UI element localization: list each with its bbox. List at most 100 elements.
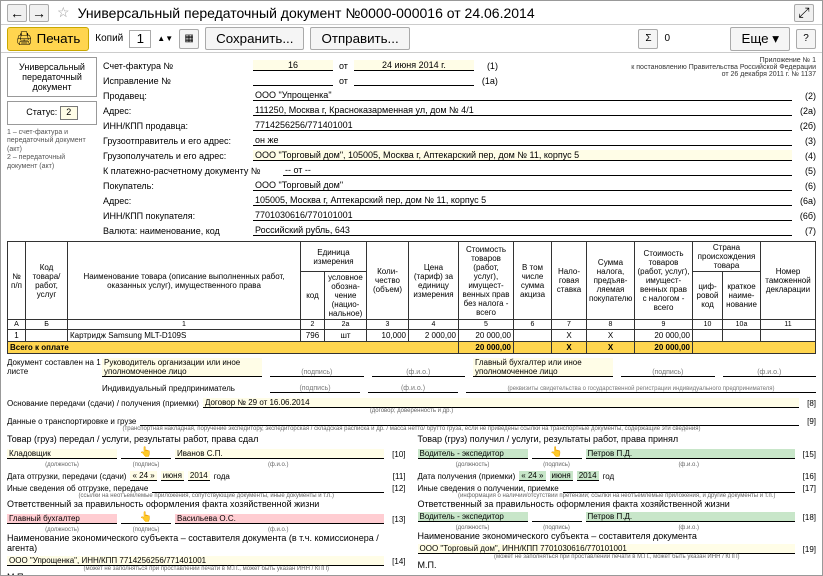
invoice-date[interactable]: 24 июня 2014 г. bbox=[354, 60, 474, 71]
back-button[interactable]: ← bbox=[7, 4, 27, 22]
baddr-label: Адрес: bbox=[103, 196, 253, 206]
th-rate: Нало-говая ставка bbox=[552, 242, 587, 320]
addr-value[interactable]: 111250, Москва г, Красноказарменная ул, … bbox=[253, 105, 792, 116]
mp-right: М.П. bbox=[418, 560, 817, 570]
addr-label: Адрес: bbox=[103, 106, 253, 116]
head-fio[interactable]: (ф.и.о.) bbox=[372, 363, 466, 377]
received-role[interactable]: Водитель - экспедитор bbox=[418, 449, 528, 459]
doc-sheets: Документ составлен на 1 листе bbox=[7, 358, 102, 395]
inn-value[interactable]: 7714256256/771401001 bbox=[253, 120, 792, 131]
consignee-label: Грузополучатель и его адрес: bbox=[103, 151, 253, 161]
paydoc-value[interactable]: -- от -- bbox=[283, 165, 792, 176]
total-row: Всего к оплате 20 000,00X X20 000,00 bbox=[8, 342, 816, 354]
binn-value[interactable]: 7701030616/770101001 bbox=[253, 210, 792, 221]
received-label: Товар (груз) получил / услуги, результат… bbox=[418, 434, 817, 444]
cursor-icon: 👆 bbox=[140, 447, 152, 458]
print-button[interactable]: 🖨 Печать bbox=[7, 27, 89, 51]
basis-label: Основание передачи (сдачи) / получения (… bbox=[7, 399, 199, 408]
th-code: Код товара/ работ, услуг bbox=[26, 242, 68, 320]
th-sumtax: Стоимость товаров (работ, услуг), имущес… bbox=[635, 242, 693, 320]
passed-sign[interactable]: 👆 bbox=[121, 447, 171, 459]
status-legend: 1 – счет-фактура и передаточный документ… bbox=[7, 129, 97, 171]
table-row[interactable]: 1Картридж Samsung MLT-D109S 796шт10,000 … bbox=[8, 330, 816, 342]
titlebar: ← → ☆ Универсальный передаточный докумен… bbox=[1, 1, 822, 25]
items-table: № п/п Код товара/ работ, услуг Наименова… bbox=[7, 241, 816, 354]
seller-label: Продавец: bbox=[103, 91, 253, 101]
th-decl: Номер таможенной декларации bbox=[761, 242, 816, 320]
window: ← → ☆ Универсальный передаточный докумен… bbox=[0, 0, 823, 576]
seller-value[interactable]: ООО "Упрощенка" bbox=[253, 90, 792, 101]
baddr-value[interactable]: 105005, Москва г, Аптекарский пер, дом №… bbox=[253, 195, 792, 206]
other-recv-label: Иные сведения о получении, приемке bbox=[418, 484, 559, 493]
send-button[interactable]: Отправить... bbox=[310, 27, 409, 50]
sum-button[interactable]: Σ bbox=[638, 29, 658, 49]
toolbar: 🖨 Печать Копий ▲▼ ▦ Сохранить... Отправи… bbox=[1, 25, 822, 53]
inn-label: ИНН/КПП продавца: bbox=[103, 121, 253, 131]
status-box: Статус: 2 bbox=[7, 101, 97, 125]
th-country: Страна происхождения товара bbox=[693, 242, 761, 272]
basis-value[interactable]: Договор № 29 от 16.06.2014 bbox=[203, 398, 799, 408]
passed-label: Товар (груз) передал / услуги, результат… bbox=[7, 434, 406, 444]
resp-r-label: Ответственный за правильность оформления… bbox=[418, 499, 817, 509]
currency-value[interactable]: Российский рубль, 643 bbox=[253, 225, 792, 236]
currency-label: Валюта: наименование, код bbox=[103, 226, 253, 236]
status-label: Статус: bbox=[26, 107, 57, 117]
more-button[interactable]: Еще ▾ bbox=[730, 27, 790, 51]
mp-left: М.П. bbox=[7, 572, 406, 575]
received-name[interactable]: Петров П.Д. bbox=[586, 449, 795, 459]
econ-value[interactable]: ООО "Упрощенка", ИНН/КПП 7714256256/7714… bbox=[7, 556, 384, 566]
resp-name[interactable]: Васильева О.С. bbox=[175, 514, 384, 524]
ship-date-label: Дата отгрузки, передачи (сдачи) bbox=[7, 472, 126, 481]
head-sign[interactable]: (подпись) bbox=[270, 363, 364, 377]
th-excise: В том числе сумма акциза bbox=[514, 242, 552, 320]
buyer-label: Покупатель: bbox=[103, 181, 253, 191]
econ-label: Наименование экономического субъекта – с… bbox=[7, 533, 406, 553]
buyer-value[interactable]: ООО "Торговый дом" bbox=[253, 180, 792, 191]
econ-r-label: Наименование экономического субъекта – с… bbox=[418, 531, 817, 541]
th-tax: Сумма налога, предъяв-ляемая покупателю bbox=[587, 242, 635, 320]
shipper-value[interactable]: он же bbox=[253, 135, 792, 146]
expand-button[interactable]: ⤢ bbox=[794, 4, 814, 22]
invoice-label: Счет-фактура № bbox=[103, 61, 253, 71]
save-button[interactable]: Сохранить... bbox=[205, 27, 304, 50]
paydoc-label: К платежно-расчетному документу № bbox=[103, 166, 283, 176]
print-label: Печать bbox=[37, 31, 81, 46]
decree-note: Приложение № 1к постановлению Правительс… bbox=[631, 57, 816, 78]
doc-type-title: Универсальный передаточный документ bbox=[7, 57, 97, 97]
consignee-value[interactable]: ООО "Торговый дом", 105005, Москва г, Ап… bbox=[253, 150, 792, 161]
head-role: Руководитель организации или иное уполно… bbox=[102, 358, 262, 377]
correction-no[interactable] bbox=[253, 85, 333, 86]
th-qty: Коли-чество (объем) bbox=[367, 242, 409, 320]
favorite-icon[interactable]: ☆ bbox=[57, 4, 70, 21]
copies-label: Копий bbox=[95, 33, 123, 44]
content: Универсальный передаточный документ Стат… bbox=[1, 53, 822, 575]
econ-r-value[interactable]: ООО "Торговый дом", ИНН/КПП 7701030616/7… bbox=[418, 544, 795, 554]
transport-label: Данные о транспортировке и грузе bbox=[7, 417, 136, 426]
chief-fio[interactable]: (ф.и.о.) bbox=[723, 363, 817, 377]
help-button[interactable]: ? bbox=[796, 29, 816, 49]
sum-value: 0 bbox=[664, 33, 724, 44]
copies-input[interactable] bbox=[129, 30, 151, 48]
chief-sign[interactable]: (подпись) bbox=[621, 363, 715, 377]
correction-date[interactable] bbox=[354, 85, 474, 86]
correction-label: Исправление № bbox=[103, 76, 253, 86]
template-button[interactable]: ▦ bbox=[179, 29, 199, 49]
chief-role: Главный бухгалтер или иное уполномоченно… bbox=[473, 358, 613, 377]
forward-button[interactable]: → bbox=[29, 4, 49, 22]
other-ship-label: Иные сведения об отгрузке, передаче bbox=[7, 484, 148, 493]
passed-name[interactable]: Иванов С.П. bbox=[175, 449, 384, 459]
resp-r-name[interactable]: Петров П.Д. bbox=[586, 512, 795, 522]
ind-label: Индивидуальный предприниматель bbox=[102, 384, 262, 393]
shipper-label: Грузоотправитель и его адрес: bbox=[103, 136, 253, 146]
binn-label: ИНН/КПП покупателя: bbox=[103, 211, 253, 221]
passed-role[interactable]: Кладовщик bbox=[7, 449, 117, 459]
status-input[interactable]: 2 bbox=[60, 106, 78, 120]
th-sum: Стоимость товаров (работ, услуг), имущес… bbox=[459, 242, 514, 320]
recv-date-label: Дата получения (приемки) bbox=[418, 472, 516, 481]
resp-role[interactable]: Главный бухгалтер bbox=[7, 514, 117, 524]
window-title: Универсальный передаточный документ №000… bbox=[78, 5, 794, 21]
invoice-no[interactable]: 16 bbox=[253, 60, 333, 71]
resp-r-role[interactable]: Водитель - экспедитор bbox=[418, 512, 528, 522]
th-unit: Единица измерения bbox=[300, 242, 366, 272]
th-price: Цена (тариф) за единицу измерения bbox=[409, 242, 459, 320]
